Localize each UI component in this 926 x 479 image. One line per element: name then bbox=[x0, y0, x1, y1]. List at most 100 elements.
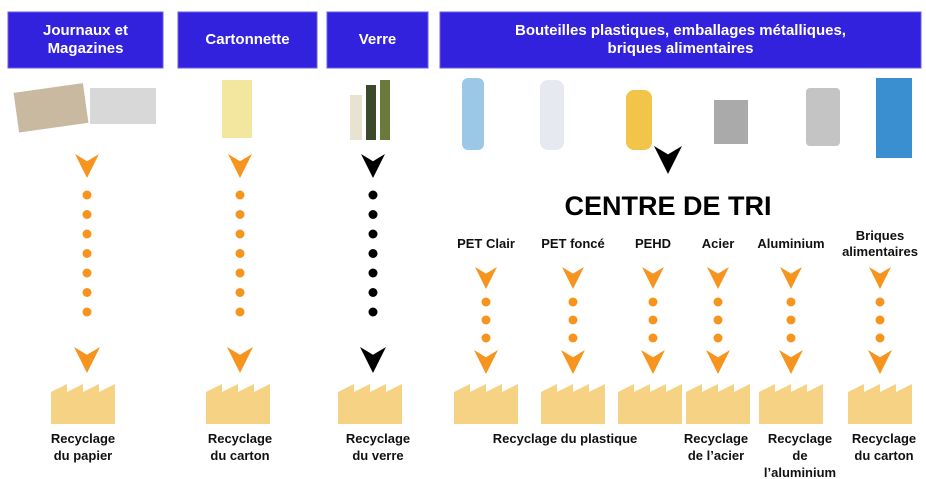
output-label-line: Recyclage bbox=[852, 431, 916, 446]
factory-icon bbox=[618, 384, 682, 424]
arrow-dot bbox=[82, 229, 92, 239]
header-box bbox=[326, 11, 429, 69]
output-label-line: de l’acier bbox=[688, 448, 744, 463]
alu-can-image bbox=[806, 88, 840, 146]
header-text: Verre bbox=[359, 31, 397, 48]
arrow-dot bbox=[82, 268, 92, 278]
material-label-line: alimentaires bbox=[842, 244, 918, 259]
output-label-line: Recyclage du plastique bbox=[493, 431, 638, 446]
header-box bbox=[439, 11, 922, 69]
output-label-line: Recyclage bbox=[684, 431, 748, 446]
bottle-image bbox=[350, 95, 362, 140]
arrow-head bbox=[642, 267, 664, 289]
arrow-dot bbox=[235, 268, 245, 278]
arrow-head bbox=[475, 267, 497, 289]
output-label: Recyclage de l’aluminium bbox=[764, 431, 836, 479]
arrow-head bbox=[228, 154, 252, 178]
arrow-dot bbox=[368, 307, 378, 317]
arrow-dot bbox=[235, 190, 245, 200]
hdpe-bottle-image bbox=[540, 80, 564, 150]
arrow-dot bbox=[786, 333, 796, 343]
material-label-line: PEHD bbox=[635, 236, 671, 251]
output-label-line: Recyclage bbox=[208, 431, 272, 446]
arrow-dot bbox=[648, 333, 658, 343]
arrow-head bbox=[707, 267, 729, 289]
arrow-dot bbox=[368, 210, 378, 219]
header-text-line: Verre bbox=[359, 31, 397, 48]
newspapers-image bbox=[90, 88, 156, 124]
header-text-line: briques alimentaires bbox=[608, 40, 754, 57]
output-label: Recyclage du plastique bbox=[493, 431, 638, 446]
detergent-image bbox=[626, 90, 652, 150]
product-images bbox=[13, 78, 912, 158]
arrow-dot bbox=[713, 315, 723, 325]
drink-carton-image bbox=[876, 78, 912, 158]
arrow-head bbox=[869, 267, 891, 289]
output-label-line: Recyclage bbox=[51, 431, 115, 446]
arrow-dot bbox=[648, 297, 658, 307]
arrow-dot bbox=[235, 307, 245, 317]
material-label-line: PET foncé bbox=[541, 236, 605, 251]
output-label-line: Recyclage bbox=[768, 431, 832, 446]
arrow-dot bbox=[713, 297, 723, 307]
header-text-line: Bouteilles plastiques, emballages métall… bbox=[515, 22, 846, 39]
output-label-line: l’aluminium bbox=[764, 465, 836, 479]
arrow-dot bbox=[648, 315, 658, 325]
arrow-dot bbox=[82, 249, 92, 258]
header-text-line: Magazines bbox=[48, 40, 124, 57]
arrow-head bbox=[75, 154, 99, 178]
header-text: Cartonnette bbox=[205, 31, 289, 48]
bottle-image bbox=[380, 80, 390, 140]
factory-icon bbox=[541, 384, 605, 424]
arrow-dot bbox=[713, 333, 723, 343]
can-image bbox=[714, 100, 748, 144]
arrow-head bbox=[474, 350, 498, 374]
material-label-line: Briques bbox=[856, 228, 904, 243]
arrow-dot bbox=[368, 249, 378, 258]
arrow-head bbox=[780, 267, 802, 289]
factory-icon bbox=[51, 384, 115, 424]
output-label: Recyclage de l’acier bbox=[684, 431, 748, 463]
arrow-head bbox=[227, 347, 253, 373]
arrow-head bbox=[706, 350, 730, 374]
arrow-head bbox=[361, 154, 385, 178]
factory-icon bbox=[338, 384, 402, 424]
output-label-line: du papier bbox=[54, 448, 113, 463]
arrow-dot bbox=[875, 297, 885, 307]
material-label-line: PET Clair bbox=[457, 236, 515, 251]
output-label: Recyclage du verre bbox=[346, 431, 410, 463]
arrow-dot bbox=[368, 229, 378, 239]
header-text-line: Journaux et bbox=[43, 22, 128, 39]
header-box bbox=[7, 11, 164, 69]
output-label: Recyclage du carton bbox=[208, 431, 272, 463]
arrow-dot bbox=[568, 297, 578, 307]
header-text: Bouteilles plastiques, emballages métall… bbox=[515, 22, 846, 57]
sorting-center-title: CENTRE DE TRI bbox=[564, 191, 771, 221]
arrow-dot bbox=[568, 333, 578, 343]
output-label-line: Recyclage bbox=[346, 431, 410, 446]
arrow-dot bbox=[481, 333, 491, 343]
arrow-dot bbox=[568, 315, 578, 325]
arrow-head bbox=[641, 350, 665, 374]
arrow-dot bbox=[235, 229, 245, 239]
material-label: Aluminium bbox=[757, 236, 824, 251]
arrow-dot bbox=[786, 297, 796, 307]
arrow-dot bbox=[481, 297, 491, 307]
factory-icon bbox=[206, 384, 270, 424]
magazines-image bbox=[13, 83, 89, 133]
arrow-dot bbox=[875, 333, 885, 343]
output-label-line: de bbox=[792, 448, 807, 463]
header-text: Journaux et Magazines bbox=[43, 22, 128, 57]
pet-bottle-image bbox=[462, 78, 484, 150]
arrow-dot bbox=[786, 315, 796, 325]
output-label: Recyclage du carton bbox=[852, 431, 916, 463]
material-label-line: Acier bbox=[702, 236, 735, 251]
arrow-head bbox=[561, 350, 585, 374]
arrow-dot bbox=[368, 288, 378, 297]
material-label: PEHD bbox=[635, 236, 671, 251]
material-label: Acier bbox=[702, 236, 735, 251]
arrow-dot bbox=[481, 315, 491, 325]
factory-icon bbox=[686, 384, 750, 424]
output-label-line: du verre bbox=[352, 448, 403, 463]
